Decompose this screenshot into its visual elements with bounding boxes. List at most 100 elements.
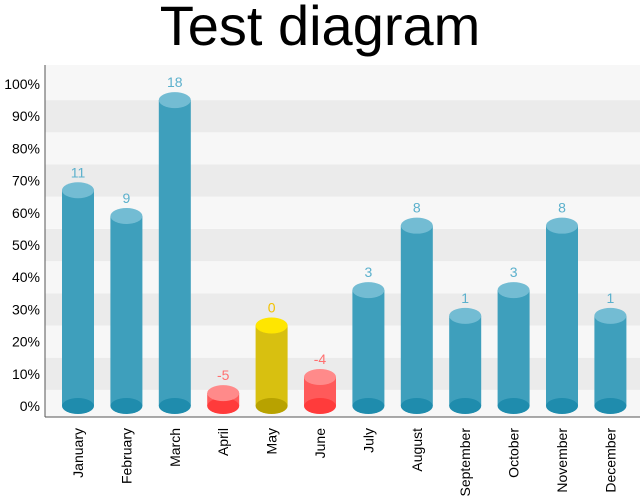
- bar-base: [352, 398, 385, 414]
- y-tick-labels: 0% 10% 20% 30% 40% 50% 60% 70% 80% 90% 100%: [4, 76, 40, 414]
- grid-band: [45, 100, 640, 133]
- bar-cap: [352, 282, 385, 299]
- y-tick-label: 90%: [12, 108, 40, 124]
- value-label: 1: [607, 290, 615, 306]
- bar-body: [546, 225, 578, 406]
- y-tick-label: 60%: [12, 205, 40, 221]
- bar-base: [158, 398, 191, 414]
- y-tick-label: 20%: [12, 334, 40, 350]
- bar-cap: [158, 92, 191, 109]
- x-tick-label: March: [167, 428, 183, 467]
- x-tick-label: May: [264, 428, 280, 454]
- bar-cap: [449, 307, 482, 324]
- y-tick-label: 70%: [12, 173, 40, 189]
- x-tick-label: June: [312, 428, 328, 459]
- grid-band: [45, 325, 640, 358]
- bar-body: [594, 315, 627, 406]
- bar-base: [449, 398, 482, 414]
- x-tick-label: January: [70, 428, 86, 478]
- grid-band: [45, 389, 640, 417]
- value-label: 3: [510, 264, 518, 280]
- y-tick-label: 0%: [20, 398, 40, 414]
- y-tick-label: 40%: [12, 269, 40, 285]
- grid-band: [45, 357, 640, 390]
- x-tick-label: November: [554, 428, 570, 493]
- axes: [44, 65, 640, 418]
- grid-band: [45, 65, 640, 101]
- bar-body: [158, 100, 191, 406]
- value-label: 0: [268, 300, 276, 316]
- bar-december: [594, 307, 627, 414]
- x-tick-label: September: [457, 428, 473, 497]
- y-tick-label: 80%: [12, 140, 40, 156]
- bar-base: [594, 398, 627, 414]
- bar-base: [497, 398, 530, 414]
- x-tick-labels: January February March April May June July Augu…: [70, 428, 618, 497]
- value-label: 1: [461, 290, 469, 306]
- x-tick-label: July: [360, 428, 376, 453]
- y-tick-label: 10%: [12, 366, 40, 382]
- bar-january: [62, 182, 94, 414]
- bar-cap: [594, 307, 627, 324]
- bars: [62, 92, 627, 414]
- bar-cap: [62, 182, 94, 199]
- value-label: 18: [167, 74, 183, 90]
- bar-august: [400, 217, 433, 414]
- x-tick-label: December: [602, 428, 618, 493]
- bar-base: [255, 398, 288, 414]
- value-label: 8: [558, 200, 566, 216]
- x-tick-label: August: [409, 428, 425, 472]
- bar-september: [449, 307, 482, 414]
- bar-october: [497, 282, 530, 414]
- bar-body: [62, 190, 94, 406]
- grid-band: [45, 261, 640, 294]
- bar-cap: [546, 217, 578, 234]
- bar-cap: [400, 217, 433, 234]
- bar-body: [449, 315, 482, 406]
- value-label: 3: [365, 264, 373, 280]
- bar-cap: [497, 282, 530, 299]
- bar-body: [497, 290, 530, 406]
- grid-band: [45, 164, 640, 197]
- y-tick-label: 30%: [12, 301, 40, 317]
- bar-cap: [207, 385, 240, 402]
- bar-may: [255, 317, 288, 414]
- grid-bands: [45, 65, 640, 417]
- x-tick-label: February: [118, 428, 134, 484]
- value-label: 11: [71, 164, 86, 180]
- x-tick-label: October: [506, 428, 522, 478]
- bar-november: [546, 217, 578, 414]
- value-label: 8: [413, 200, 421, 216]
- x-tick-label: April: [215, 428, 231, 456]
- bar-april: [207, 385, 240, 414]
- bar-july: [352, 282, 385, 414]
- y-tick-label: 100%: [4, 76, 40, 92]
- bar-base: [207, 398, 240, 414]
- bar-cap: [110, 208, 143, 225]
- bar-base: [400, 398, 433, 414]
- value-label: 9: [123, 190, 131, 206]
- grid-band: [45, 293, 640, 326]
- bar-base: [110, 398, 143, 414]
- bar-body: [400, 225, 433, 406]
- y-tick-label: 50%: [12, 237, 40, 253]
- grid-band: [45, 228, 640, 262]
- grid-band: [45, 132, 640, 165]
- bar-base: [546, 398, 578, 414]
- bar-body: [352, 290, 385, 406]
- bar-base: [304, 398, 336, 414]
- bar-body: [255, 325, 288, 406]
- chart-title: Test diagram: [159, 0, 481, 57]
- grid-band: [45, 196, 640, 229]
- bar-february: [110, 208, 143, 414]
- bar-june: [304, 369, 336, 414]
- bar-body: [110, 216, 143, 406]
- bar-cap: [304, 369, 336, 386]
- value-label: -5: [217, 367, 230, 383]
- bar-cap: [255, 317, 288, 334]
- bar-march: [158, 92, 191, 414]
- value-label: -4: [314, 351, 327, 367]
- bar-base: [62, 398, 94, 414]
